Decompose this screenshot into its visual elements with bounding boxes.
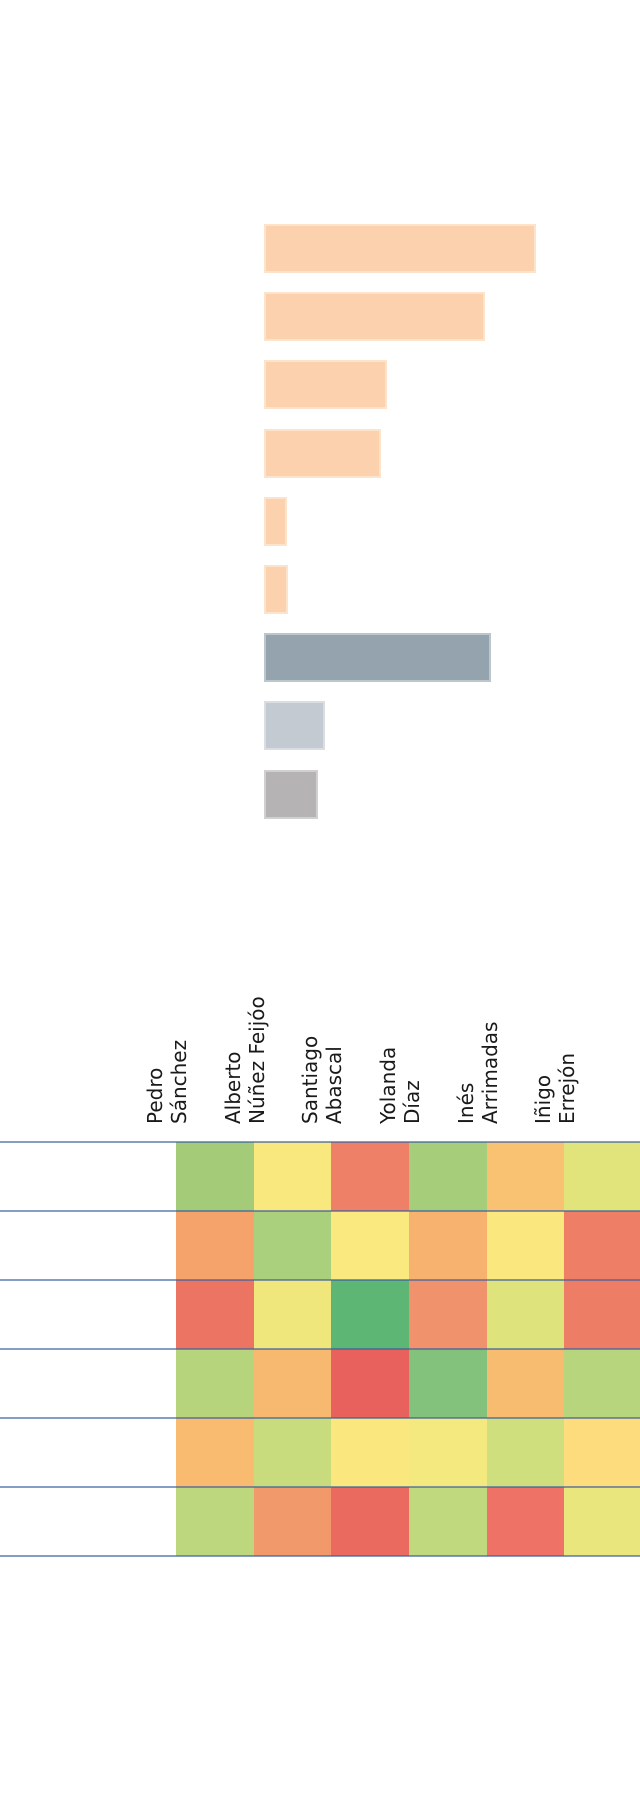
heatmap-cell	[176, 1349, 254, 1418]
column-label-line: Arrimadas	[478, 1021, 502, 1124]
bar	[264, 497, 287, 546]
heatmap-cell	[487, 1280, 564, 1349]
heatmap-cell	[254, 1418, 331, 1487]
bar	[264, 565, 288, 614]
column-label-line: Santiago	[298, 1035, 322, 1124]
column-label-line: Pedro	[143, 1067, 167, 1124]
heatmap-cell	[331, 1487, 409, 1556]
column-label-line: Alberto	[221, 1051, 245, 1124]
heatmap-cell	[564, 1211, 640, 1280]
bar	[264, 770, 318, 819]
heatmap-column-label: Pedro Sánchez	[143, 1040, 191, 1124]
heatmap-column-label: Yolanda Díaz	[376, 1047, 424, 1124]
heatmap-cell	[564, 1418, 640, 1487]
heatmap-column-label: Santiago Abascal	[298, 1036, 346, 1124]
heatmap-cell	[487, 1211, 564, 1280]
heatmap-cell	[409, 1142, 487, 1211]
heatmap-cell	[254, 1142, 331, 1211]
heatmap-cell	[331, 1349, 409, 1418]
bar	[264, 292, 485, 341]
row-separator-line	[0, 1279, 640, 1281]
bar	[264, 701, 325, 750]
heatmap-cell	[409, 1487, 487, 1556]
row-separator-line	[0, 1486, 640, 1488]
heatmap-cell	[331, 1211, 409, 1280]
heatmap-cell	[176, 1487, 254, 1556]
heatmap-cell	[254, 1349, 331, 1418]
heatmap-cell	[176, 1280, 254, 1349]
row-separator-line	[0, 1555, 640, 1557]
column-label-line: Sánchez	[167, 1039, 191, 1124]
heatmap-cell	[176, 1211, 254, 1280]
heatmap-cell	[564, 1487, 640, 1556]
bar	[264, 224, 536, 273]
heatmap-column-label: Inés Arrimadas	[454, 1022, 502, 1124]
heatmap-cell	[487, 1142, 564, 1211]
heatmap-cell	[331, 1418, 409, 1487]
heatmap-cell	[254, 1280, 331, 1349]
heatmap-cell	[564, 1142, 640, 1211]
heatmap-cell	[409, 1349, 487, 1418]
heatmap-cell	[564, 1349, 640, 1418]
column-label-line: Díaz	[400, 1080, 424, 1124]
heatmap-column-label: Iñigo Errejón	[531, 1053, 579, 1124]
row-separator-line	[0, 1141, 640, 1143]
heatmap-cell	[409, 1280, 487, 1349]
heatmap-cell	[487, 1487, 564, 1556]
heatmap-cell	[254, 1487, 331, 1556]
heatmap-cell	[176, 1418, 254, 1487]
heatmap-cell	[409, 1418, 487, 1487]
column-label-line: Yolanda	[376, 1046, 400, 1124]
bar	[264, 633, 491, 682]
bar	[264, 429, 381, 478]
column-label-line: Abascal	[322, 1046, 346, 1124]
heatmap-cell	[331, 1142, 409, 1211]
row-separator-line	[0, 1348, 640, 1350]
heatmap-column-label: Alberto Núñez Feijóo	[221, 996, 269, 1124]
row-separator-line	[0, 1417, 640, 1419]
column-label-line: Errejón	[555, 1052, 579, 1124]
column-label-line: Núñez Feijóo	[245, 996, 269, 1124]
heatmap-cell	[176, 1142, 254, 1211]
heatmap-cell	[487, 1349, 564, 1418]
heatmap-cell	[564, 1280, 640, 1349]
heatmap-cell	[487, 1418, 564, 1487]
column-label-line: Inés	[454, 1082, 478, 1124]
heatmap-cell	[254, 1211, 331, 1280]
bar	[264, 360, 387, 409]
heatmap-cell	[409, 1211, 487, 1280]
heatmap-cell	[331, 1280, 409, 1349]
row-separator-line	[0, 1210, 640, 1212]
column-label-line: Iñigo	[531, 1074, 555, 1124]
